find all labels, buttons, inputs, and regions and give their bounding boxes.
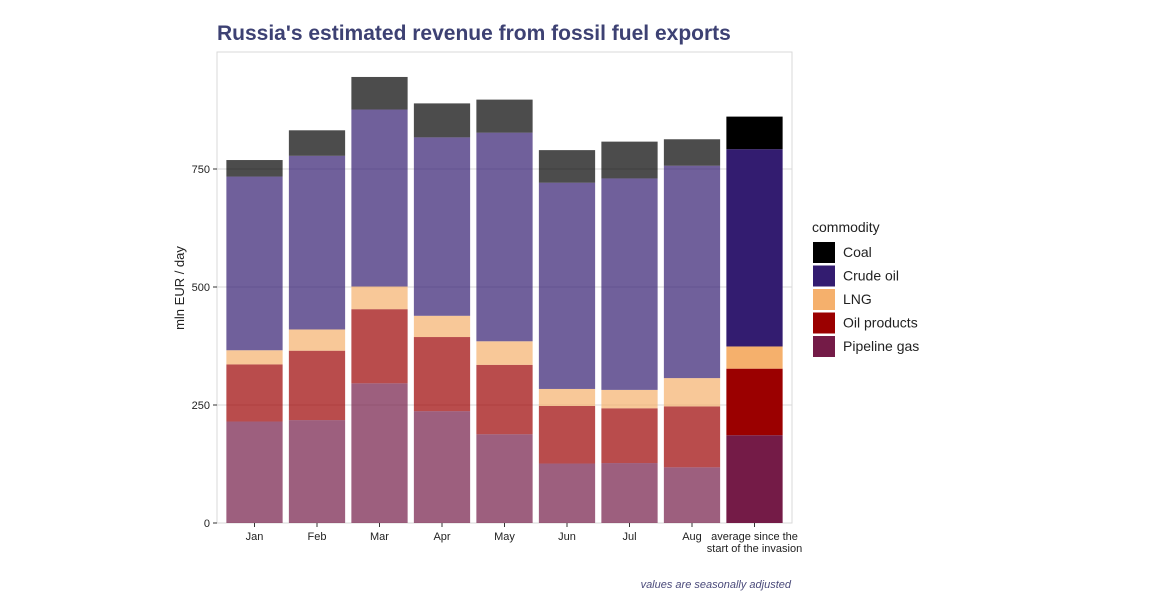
- legend-label: LNG: [843, 291, 872, 307]
- bar-segment-crude-oil: [288, 155, 346, 330]
- x-tick-label: May: [494, 531, 515, 543]
- chart-caption: values are seasonally adjusted: [641, 579, 792, 591]
- bar-segment-coal: [726, 116, 783, 150]
- bar-segment-crude-oil: [726, 149, 783, 347]
- bar-segment-crude-oil: [538, 182, 596, 389]
- y-axis-label: mln EUR / day: [172, 246, 187, 330]
- bar-segment-coal: [413, 103, 471, 138]
- bar-segment-pipeline-gas: [663, 467, 721, 523]
- x-tick-label: Mar: [370, 531, 389, 543]
- bar-segment-lng: [663, 378, 721, 407]
- bar-segment-pipeline-gas: [476, 434, 533, 523]
- x-tick-label: Aug: [682, 531, 702, 543]
- x-tick-label: Feb: [308, 531, 327, 543]
- bar-segment-lng: [226, 350, 283, 365]
- bar-segment-lng: [601, 389, 658, 409]
- bar-segment-pipeline-gas: [351, 383, 408, 523]
- legend-label: Pipeline gas: [843, 338, 919, 354]
- bar-segment-coal: [476, 99, 533, 133]
- bar-segment-pipeline-gas: [288, 420, 346, 523]
- legend-swatch: [813, 289, 835, 310]
- bar-segment-pipeline-gas: [226, 421, 283, 523]
- bar-segment-coal: [351, 76, 408, 110]
- legend-swatch: [813, 312, 835, 334]
- bar-segment-coal: [288, 130, 346, 156]
- bar-segment-oil-products: [538, 405, 596, 464]
- bar-segment-pipeline-gas: [601, 463, 658, 523]
- x-tick-label: start of the invasion: [707, 543, 802, 555]
- y-axis: 0 250 500 750: [192, 164, 217, 530]
- bar-segment-pipeline-gas: [538, 463, 596, 523]
- bars: [226, 76, 783, 523]
- bar-segment-crude-oil: [601, 178, 658, 390]
- chart-title: Russia's estimated revenue from fossil f…: [217, 22, 731, 45]
- y-tick-label: 750: [192, 164, 210, 176]
- bar-segment-crude-oil: [413, 137, 471, 316]
- bar-segment-coal: [663, 139, 721, 166]
- y-tick-label: 250: [192, 400, 210, 412]
- legend-label: Oil products: [843, 315, 918, 331]
- bar-segment-coal: [538, 150, 596, 183]
- legend-title: commodity: [812, 219, 880, 235]
- bar-segment-crude-oil: [476, 132, 533, 342]
- x-tick-label: average since the: [711, 531, 798, 543]
- legend: commodity Coal Crude oil LNG Oil products Pi…: [812, 219, 919, 357]
- legend-swatch: [813, 265, 835, 287]
- bar-segment-pipeline-gas: [726, 435, 783, 523]
- bar-segment-lng: [413, 315, 471, 338]
- x-tick-label: Jan: [246, 531, 264, 543]
- bar-segment-oil-products: [476, 364, 533, 435]
- legend-swatch: [813, 336, 835, 357]
- bar-segment-oil-products: [663, 406, 721, 468]
- bar-segment-crude-oil: [226, 176, 283, 351]
- x-tick-label: Jul: [622, 531, 636, 543]
- bar-segment-crude-oil: [663, 165, 721, 379]
- bar-segment-lng: [351, 286, 408, 310]
- bar-segment-crude-oil: [351, 109, 408, 287]
- legend-swatch: [813, 242, 835, 263]
- bar-segment-coal: [226, 160, 283, 177]
- bar-segment-pipeline-gas: [413, 411, 471, 523]
- bar-segment-oil-products: [288, 350, 346, 421]
- bar-segment-coal: [601, 141, 658, 179]
- legend-label: Coal: [843, 244, 872, 260]
- x-axis: Jan Feb Mar Apr May Jun Jul Aug average since th…: [246, 523, 802, 555]
- x-tick-label: Jun: [558, 531, 576, 543]
- y-tick-label: 0: [204, 518, 210, 530]
- bar-segment-oil-products: [351, 309, 408, 384]
- y-tick-label: 500: [192, 282, 210, 294]
- legend-label: Crude oil: [843, 268, 899, 284]
- bar-segment-lng: [288, 329, 346, 351]
- bar-segment-oil-products: [413, 337, 471, 412]
- bar-segment-lng: [538, 388, 596, 406]
- bar-segment-lng: [476, 341, 533, 365]
- bar-segment-oil-products: [726, 368, 783, 436]
- bar-segment-lng: [726, 346, 783, 369]
- bar-segment-oil-products: [226, 364, 283, 422]
- bar-segment-oil-products: [601, 408, 658, 464]
- x-tick-label: Apr: [433, 531, 450, 543]
